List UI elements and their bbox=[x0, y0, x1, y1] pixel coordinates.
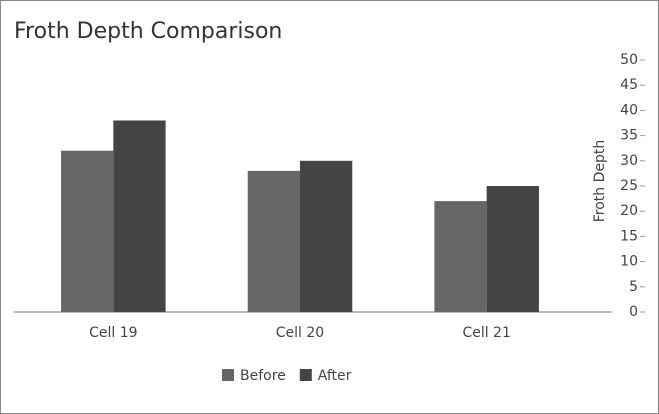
y-tick-label: 30 bbox=[620, 153, 638, 169]
y-tick-label: 15 bbox=[620, 228, 638, 244]
x-tick-label: Cell 21 bbox=[462, 325, 510, 341]
x-tick-label: Cell 20 bbox=[276, 325, 324, 341]
bar bbox=[61, 150, 114, 312]
legend-swatch bbox=[222, 369, 234, 381]
legend-label: After bbox=[318, 368, 352, 384]
chart-title: Froth Depth Comparison bbox=[14, 19, 282, 44]
y-axis-label: Froth Depth bbox=[592, 140, 608, 223]
y-tick-label: 25 bbox=[620, 178, 638, 194]
y-tick-label: 35 bbox=[620, 128, 638, 144]
y-tick-label: 45 bbox=[620, 77, 638, 93]
y-tick-label: 50 bbox=[620, 52, 638, 68]
x-tick-label: Cell 19 bbox=[89, 325, 137, 341]
bar bbox=[113, 120, 166, 312]
bar bbox=[486, 186, 539, 312]
legend-label: Before bbox=[240, 368, 286, 384]
y-tick-label: 0 bbox=[629, 304, 638, 320]
bar bbox=[247, 170, 300, 312]
bar bbox=[300, 160, 353, 312]
legend-swatch bbox=[299, 369, 312, 381]
y-tick-label: 40 bbox=[620, 102, 638, 118]
y-tick-label: 10 bbox=[620, 254, 638, 270]
y-tick-label: 20 bbox=[620, 203, 638, 219]
bar bbox=[434, 201, 487, 312]
y-tick-label: 5 bbox=[629, 279, 638, 295]
